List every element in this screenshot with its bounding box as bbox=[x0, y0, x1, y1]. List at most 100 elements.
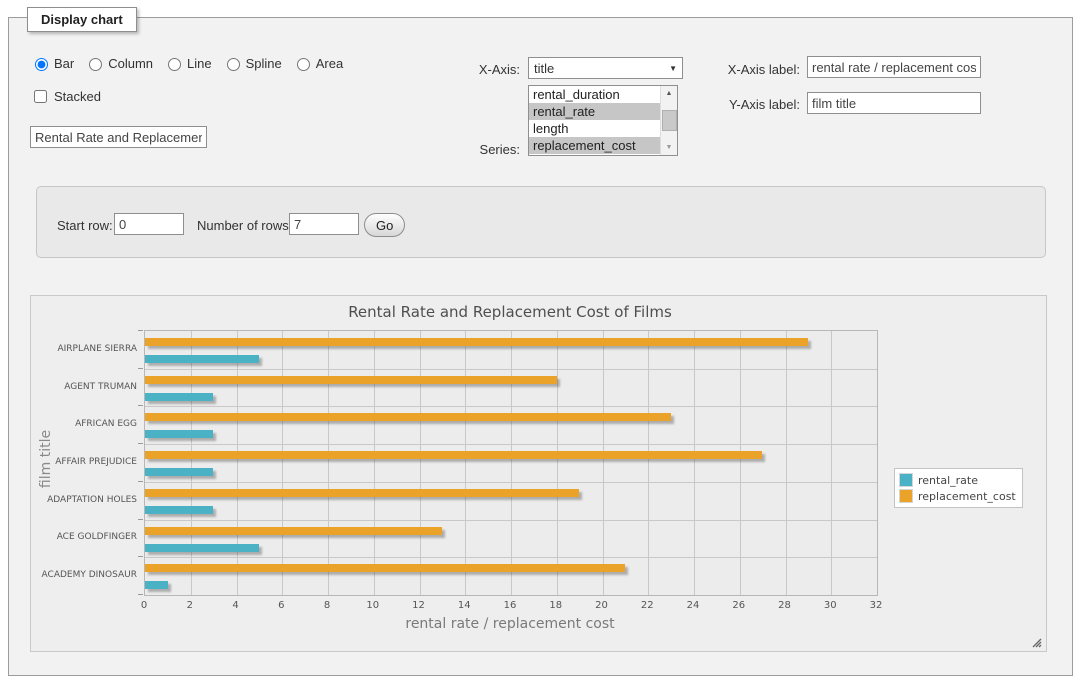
bar-replacement_cost bbox=[145, 376, 557, 384]
y-tick-mark bbox=[138, 368, 143, 369]
x-tick-label: 18 bbox=[541, 600, 571, 611]
x-tick-label: 4 bbox=[221, 600, 251, 611]
legend-label: replacement_cost bbox=[918, 490, 1016, 503]
scroll-up-icon[interactable]: ▲ bbox=[661, 86, 677, 101]
series-option-rental_duration[interactable]: rental_duration bbox=[529, 86, 660, 103]
legend-swatch-replacement_cost bbox=[899, 489, 913, 503]
x-tick-label: 10 bbox=[358, 600, 388, 611]
chart-type-label: Line bbox=[187, 56, 212, 71]
gridline-vertical bbox=[237, 331, 238, 595]
series-options: rental_durationrental_ratelengthreplacem… bbox=[529, 86, 660, 155]
gridline-horizontal bbox=[145, 406, 877, 407]
chart-type-option-area[interactable]: Area bbox=[292, 55, 343, 71]
chart-type-radio-bar[interactable] bbox=[35, 58, 48, 71]
category-label: AGENT TRUMAN bbox=[37, 382, 137, 392]
gridline-vertical bbox=[374, 331, 375, 595]
gridline-horizontal bbox=[145, 520, 877, 521]
gridline-vertical bbox=[420, 331, 421, 595]
category-label: AIRPLANE SIERRA bbox=[37, 344, 137, 354]
gridline-vertical bbox=[282, 331, 283, 595]
chart-title-input[interactable] bbox=[30, 126, 207, 148]
num-rows-label: Number of rows: bbox=[197, 218, 292, 233]
gridline-vertical bbox=[648, 331, 649, 595]
category-label: ACADEMY DINOSAUR bbox=[37, 570, 137, 580]
y-tick-mark bbox=[138, 556, 143, 557]
legend-item-rental_rate: rental_rate bbox=[899, 472, 1016, 488]
x-tick-label: 2 bbox=[175, 600, 205, 611]
scrollbar-thumb[interactable] bbox=[662, 110, 677, 131]
chart-type-label: Bar bbox=[54, 56, 74, 71]
gridline-vertical bbox=[191, 331, 192, 595]
bar-replacement_cost bbox=[145, 338, 808, 346]
stacked-checkbox[interactable] bbox=[34, 90, 47, 103]
bar-rental_rate bbox=[145, 355, 259, 363]
bar-rental_rate bbox=[145, 506, 213, 514]
chart-type-label: Spline bbox=[246, 56, 282, 71]
y-tick-mark bbox=[138, 405, 143, 406]
chart-title: Rental Rate and Replacement Cost of Film… bbox=[144, 303, 876, 321]
scroll-down-icon[interactable]: ▼ bbox=[661, 140, 677, 155]
chart-type-label: Area bbox=[316, 56, 343, 71]
x-tick-label: 12 bbox=[404, 600, 434, 611]
series-listbox[interactable]: rental_durationrental_ratelengthreplacem… bbox=[528, 85, 678, 156]
gridline-vertical bbox=[328, 331, 329, 595]
x-axis-label-input[interactable] bbox=[807, 56, 981, 78]
y-axis-label-input[interactable] bbox=[807, 92, 981, 114]
num-rows-input[interactable] bbox=[289, 213, 359, 235]
series-option-replacement_cost[interactable]: replacement_cost bbox=[529, 137, 660, 154]
stacked-label: Stacked bbox=[54, 89, 101, 104]
category-label: ACE GOLDFINGER bbox=[37, 532, 137, 542]
chart-type-radio-column[interactable] bbox=[89, 58, 102, 71]
bar-rental_rate bbox=[145, 430, 213, 438]
x-tick-label: 24 bbox=[678, 600, 708, 611]
stacked-option[interactable]: Stacked bbox=[30, 87, 101, 106]
bar-rental_rate bbox=[145, 544, 259, 552]
chart-legend: rental_rate replacement_cost bbox=[894, 468, 1023, 508]
start-row-input[interactable] bbox=[114, 213, 184, 235]
bar-replacement_cost bbox=[145, 451, 762, 459]
chart-type-option-column[interactable]: Column bbox=[84, 55, 153, 71]
bar-rental_rate bbox=[145, 393, 213, 401]
chart-type-radio-line[interactable] bbox=[168, 58, 181, 71]
resize-handle-icon[interactable] bbox=[1030, 636, 1042, 648]
y-tick-mark bbox=[138, 330, 143, 331]
y-tick-mark bbox=[138, 594, 143, 595]
bar-rental_rate bbox=[145, 468, 213, 476]
series-option-rental_rate[interactable]: rental_rate bbox=[529, 103, 660, 120]
gridline-vertical bbox=[557, 331, 558, 595]
y-tick-mark bbox=[138, 519, 143, 520]
legend-swatch-rental_rate bbox=[899, 473, 913, 487]
x-axis-select-label: X-Axis: bbox=[420, 62, 520, 77]
chart-type-option-spline[interactable]: Spline bbox=[222, 55, 282, 71]
panel-tab: Display chart bbox=[27, 7, 137, 32]
legend-item-replacement_cost: replacement_cost bbox=[899, 488, 1016, 504]
bar-replacement_cost bbox=[145, 413, 671, 421]
series-option-length[interactable]: length bbox=[529, 120, 660, 137]
chart-type-option-line[interactable]: Line bbox=[163, 55, 212, 71]
bar-replacement_cost bbox=[145, 564, 625, 572]
x-tick-label: 0 bbox=[129, 600, 159, 611]
row-range-form: Start row: Number of rows: Go bbox=[36, 186, 1046, 258]
legend-label: rental_rate bbox=[918, 474, 978, 487]
y-tick-mark bbox=[138, 481, 143, 482]
x-axis-select[interactable]: title ▼ bbox=[528, 57, 683, 79]
gridline-vertical bbox=[740, 331, 741, 595]
chart-type-radio-spline[interactable] bbox=[227, 58, 240, 71]
x-tick-label: 32 bbox=[861, 600, 891, 611]
page: Display chart Bar Column Line Spline Area St… bbox=[0, 0, 1081, 681]
go-button[interactable]: Go bbox=[364, 213, 405, 237]
select-dropdown-arrow-icon: ▼ bbox=[669, 64, 677, 73]
gridline-vertical bbox=[465, 331, 466, 595]
x-tick-label: 26 bbox=[724, 600, 754, 611]
gridline-vertical bbox=[694, 331, 695, 595]
y-tick-mark bbox=[138, 443, 143, 444]
chart-type-label: Column bbox=[108, 56, 153, 71]
bar-rental_rate bbox=[145, 581, 168, 589]
bar-replacement_cost bbox=[145, 527, 442, 535]
chart-type-option-bar[interactable]: Bar bbox=[30, 55, 74, 71]
x-tick-label: 20 bbox=[587, 600, 617, 611]
chart-type-radio-area[interactable] bbox=[297, 58, 310, 71]
listbox-scrollbar[interactable]: ▲ ▼ bbox=[660, 86, 677, 155]
y-axis-title: film title bbox=[38, 404, 54, 514]
gridline-horizontal bbox=[145, 482, 877, 483]
